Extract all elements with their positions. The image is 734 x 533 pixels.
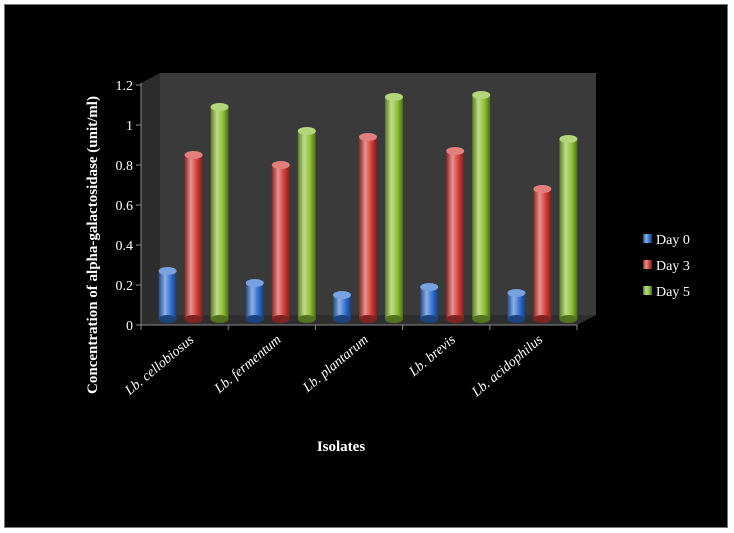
x-category-label: Lb. plantarum [300, 333, 372, 397]
side-wall [141, 73, 160, 325]
bar [533, 185, 552, 323]
legend: Day 0 Day 3 Day 5 [643, 233, 690, 300]
x-category-label: Lb. cellobiosus [122, 332, 198, 399]
y-tick-label: 1 [126, 119, 133, 134]
bar [158, 267, 177, 323]
chart-svg: 0 0.2 0.4 0.6 0.8 1 1.2 Lb. cellobiosus Lb. fer… [85, 73, 690, 455]
y-tick-label: 0.2 [116, 279, 134, 294]
bar [559, 135, 578, 323]
x-category-label: Lb. acidophilus [469, 332, 547, 400]
bar [359, 133, 377, 323]
y-axis-ticks: 0 0.2 0.4 0.6 0.8 1 1.2 [116, 79, 141, 334]
legend-label: Day 3 [656, 259, 690, 274]
x-category-label: Lb. brevis [406, 332, 459, 380]
bar [210, 103, 229, 323]
x-axis-title: Isolates [317, 439, 365, 455]
bar [271, 161, 290, 323]
x-axis-category-labels: Lb. cellobiosus Lb. fermentum Lb. plantaru… [122, 325, 578, 401]
bar [472, 91, 491, 323]
legend-label: Day 5 [656, 285, 690, 300]
legend-item: Day 5 [643, 285, 690, 300]
y-tick-label: 0.4 [116, 239, 134, 254]
bar [333, 291, 351, 323]
bar [184, 151, 203, 323]
y-tick-label: 0.8 [116, 159, 134, 174]
bar [385, 93, 403, 323]
bar [507, 289, 526, 323]
x-category-label: Lb. fermentum [211, 333, 284, 398]
legend-swatch [643, 234, 652, 243]
bar [297, 127, 316, 323]
bar [446, 147, 465, 323]
legend-item: Day 0 [643, 233, 690, 248]
y-tick-label: 0 [126, 319, 133, 334]
legend-swatch [643, 260, 652, 269]
y-tick-label: 0.6 [116, 199, 134, 214]
chart-frame: 0 0.2 0.4 0.6 0.8 1 1.2 Lb. cellobiosus Lb. fer… [4, 4, 728, 528]
y-tick-label: 1.2 [116, 79, 134, 94]
legend-label: Day 0 [656, 233, 690, 248]
bars [158, 91, 578, 323]
legend-swatch [643, 286, 652, 295]
y-axis-title: Concentration of alpha-galactosidase (un… [85, 96, 101, 394]
legend-item: Day 3 [643, 259, 690, 274]
bar [245, 279, 264, 323]
bar [420, 283, 439, 323]
